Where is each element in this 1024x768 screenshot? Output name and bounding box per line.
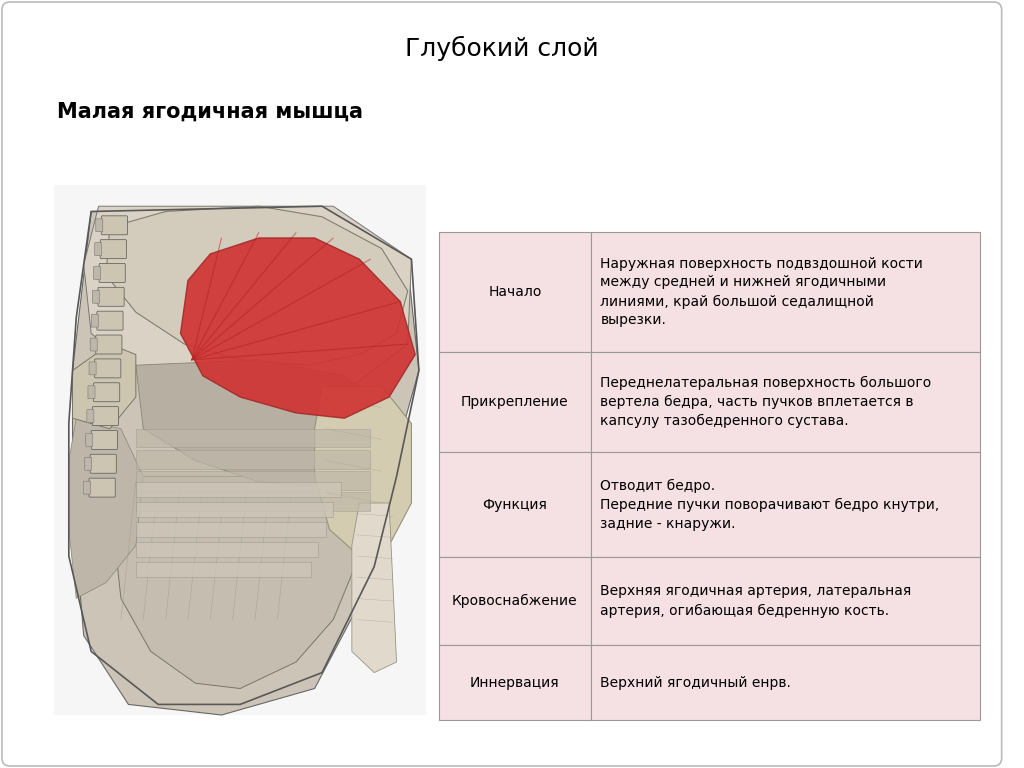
Text: Верхний ягодичный енрв.: Верхний ягодичный енрв. <box>600 676 792 690</box>
FancyBboxPatch shape <box>591 352 980 452</box>
Text: Малая ягодичная мышца: Малая ягодичная мышца <box>57 102 362 122</box>
FancyBboxPatch shape <box>88 386 95 399</box>
Polygon shape <box>136 472 371 490</box>
FancyBboxPatch shape <box>93 382 120 402</box>
Text: Прикрепление: Прикрепление <box>461 395 568 409</box>
FancyBboxPatch shape <box>439 232 591 352</box>
FancyBboxPatch shape <box>92 290 99 303</box>
Text: Функция: Функция <box>482 498 547 511</box>
FancyBboxPatch shape <box>2 2 1001 766</box>
Text: Переднелатеральная поверхность большого
вертела бедра, часть пучков вплетается в: Переднелатеральная поверхность большого … <box>600 376 932 428</box>
Polygon shape <box>352 503 396 673</box>
FancyBboxPatch shape <box>89 478 116 497</box>
Text: Начало: Начало <box>488 285 542 299</box>
FancyBboxPatch shape <box>92 406 119 425</box>
FancyBboxPatch shape <box>96 335 122 354</box>
FancyBboxPatch shape <box>93 266 100 280</box>
Text: Кровоснабжение: Кровоснабжение <box>452 594 578 608</box>
FancyBboxPatch shape <box>99 263 125 283</box>
FancyBboxPatch shape <box>91 314 98 327</box>
FancyBboxPatch shape <box>94 359 121 378</box>
FancyBboxPatch shape <box>439 352 591 452</box>
Polygon shape <box>136 450 371 468</box>
Polygon shape <box>73 344 136 429</box>
Polygon shape <box>114 476 359 688</box>
Polygon shape <box>136 562 311 578</box>
FancyBboxPatch shape <box>97 311 123 330</box>
Polygon shape <box>106 206 408 366</box>
Polygon shape <box>136 522 326 537</box>
FancyBboxPatch shape <box>87 409 94 422</box>
FancyBboxPatch shape <box>98 287 124 306</box>
FancyBboxPatch shape <box>86 433 93 446</box>
FancyBboxPatch shape <box>439 557 591 645</box>
Polygon shape <box>84 206 412 408</box>
Text: Верхняя ягодичная артерия, латеральная
артерия, огибающая бедренную кость.: Верхняя ягодичная артерия, латеральная а… <box>600 584 911 617</box>
FancyBboxPatch shape <box>591 645 980 720</box>
Polygon shape <box>136 360 382 487</box>
FancyBboxPatch shape <box>591 452 980 557</box>
Polygon shape <box>54 185 426 715</box>
FancyBboxPatch shape <box>94 243 101 256</box>
FancyBboxPatch shape <box>84 482 90 494</box>
FancyBboxPatch shape <box>91 430 118 449</box>
FancyBboxPatch shape <box>100 240 126 259</box>
FancyBboxPatch shape <box>439 452 591 557</box>
Text: Иннервация: Иннервация <box>470 676 560 690</box>
Text: Наружная поверхность подвздошной кости
между средней и нижней ягодичными
линиями: Наружная поверхность подвздошной кости м… <box>600 257 924 327</box>
Polygon shape <box>314 386 412 556</box>
FancyBboxPatch shape <box>591 557 980 645</box>
Polygon shape <box>54 185 426 715</box>
Polygon shape <box>136 542 318 557</box>
Polygon shape <box>180 238 415 419</box>
Text: Глубокий слой: Глубокий слой <box>406 35 599 61</box>
FancyBboxPatch shape <box>591 232 980 352</box>
Text: Отводит бедро.
Передние пучки поворачивают бедро кнутри,
задние - кнаружи.: Отводит бедро. Передние пучки поворачива… <box>600 478 940 531</box>
FancyBboxPatch shape <box>96 219 102 232</box>
FancyBboxPatch shape <box>89 362 96 375</box>
FancyBboxPatch shape <box>85 458 91 470</box>
Polygon shape <box>136 492 371 511</box>
Polygon shape <box>136 429 371 447</box>
Polygon shape <box>136 482 341 497</box>
FancyBboxPatch shape <box>101 216 128 235</box>
Polygon shape <box>136 502 333 517</box>
FancyBboxPatch shape <box>90 455 117 473</box>
FancyBboxPatch shape <box>90 338 97 351</box>
Polygon shape <box>73 211 419 715</box>
Polygon shape <box>69 419 143 598</box>
FancyBboxPatch shape <box>439 645 591 720</box>
